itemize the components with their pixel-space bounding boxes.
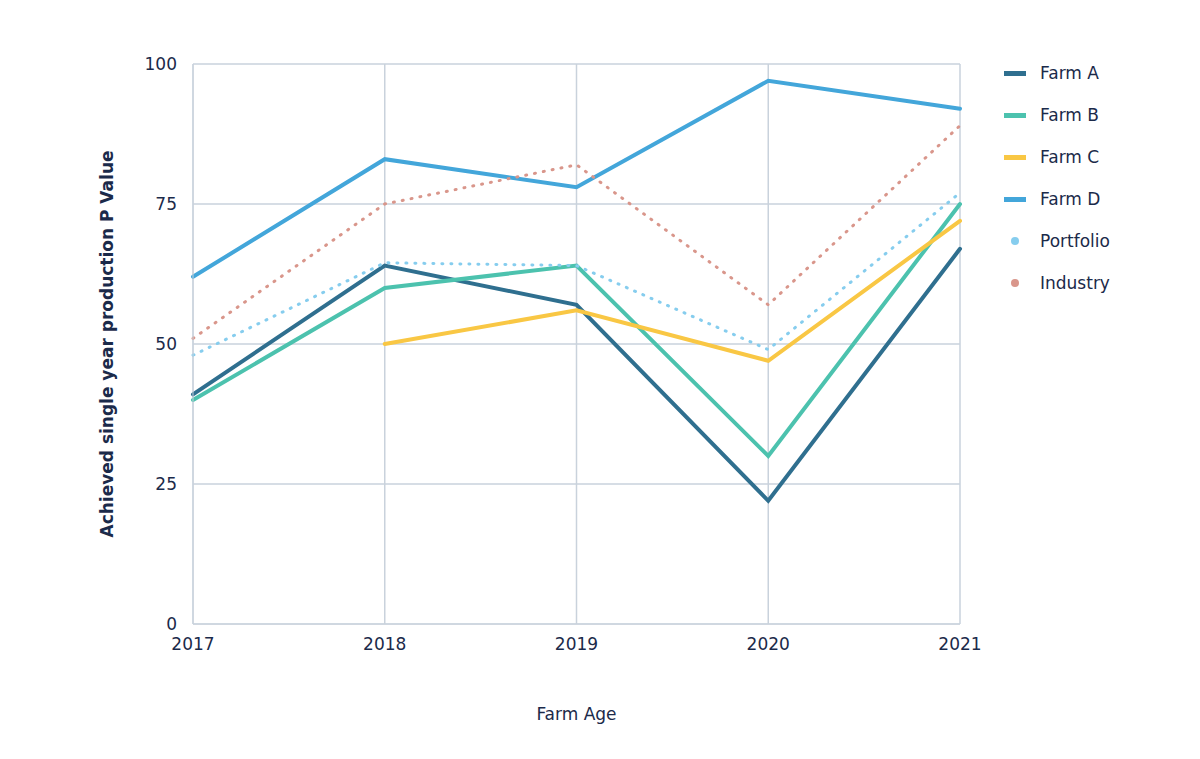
html-text:Farm C: Farm C	[1040, 147, 1100, 167]
svg-text:2019: 2019	[555, 634, 598, 654]
svg-text:0: 0	[166, 614, 177, 634]
svg-text:2021: 2021	[938, 634, 981, 654]
svg-text:Farm Age: Farm Age	[536, 704, 616, 724]
svg-text:Achieved single year productio: Achieved single year production P Value	[97, 150, 117, 537]
html-text:Farm A: Farm A	[1040, 63, 1099, 83]
svg-text:25: 25	[155, 474, 177, 494]
html-text:Industry: Industry	[1040, 273, 1110, 293]
svg-text:2017: 2017	[171, 634, 214, 654]
html-text:Farm B: Farm B	[1040, 105, 1099, 125]
svg-text:100: 100	[145, 54, 177, 74]
html-text:Farm D: Farm D	[1040, 189, 1101, 209]
html-text:Portfolio: Portfolio	[1040, 231, 1110, 251]
svg-text:2020: 2020	[747, 634, 790, 654]
svg-text:50: 50	[155, 334, 177, 354]
svg-text:2018: 2018	[363, 634, 406, 654]
svg-text:75: 75	[155, 194, 177, 214]
